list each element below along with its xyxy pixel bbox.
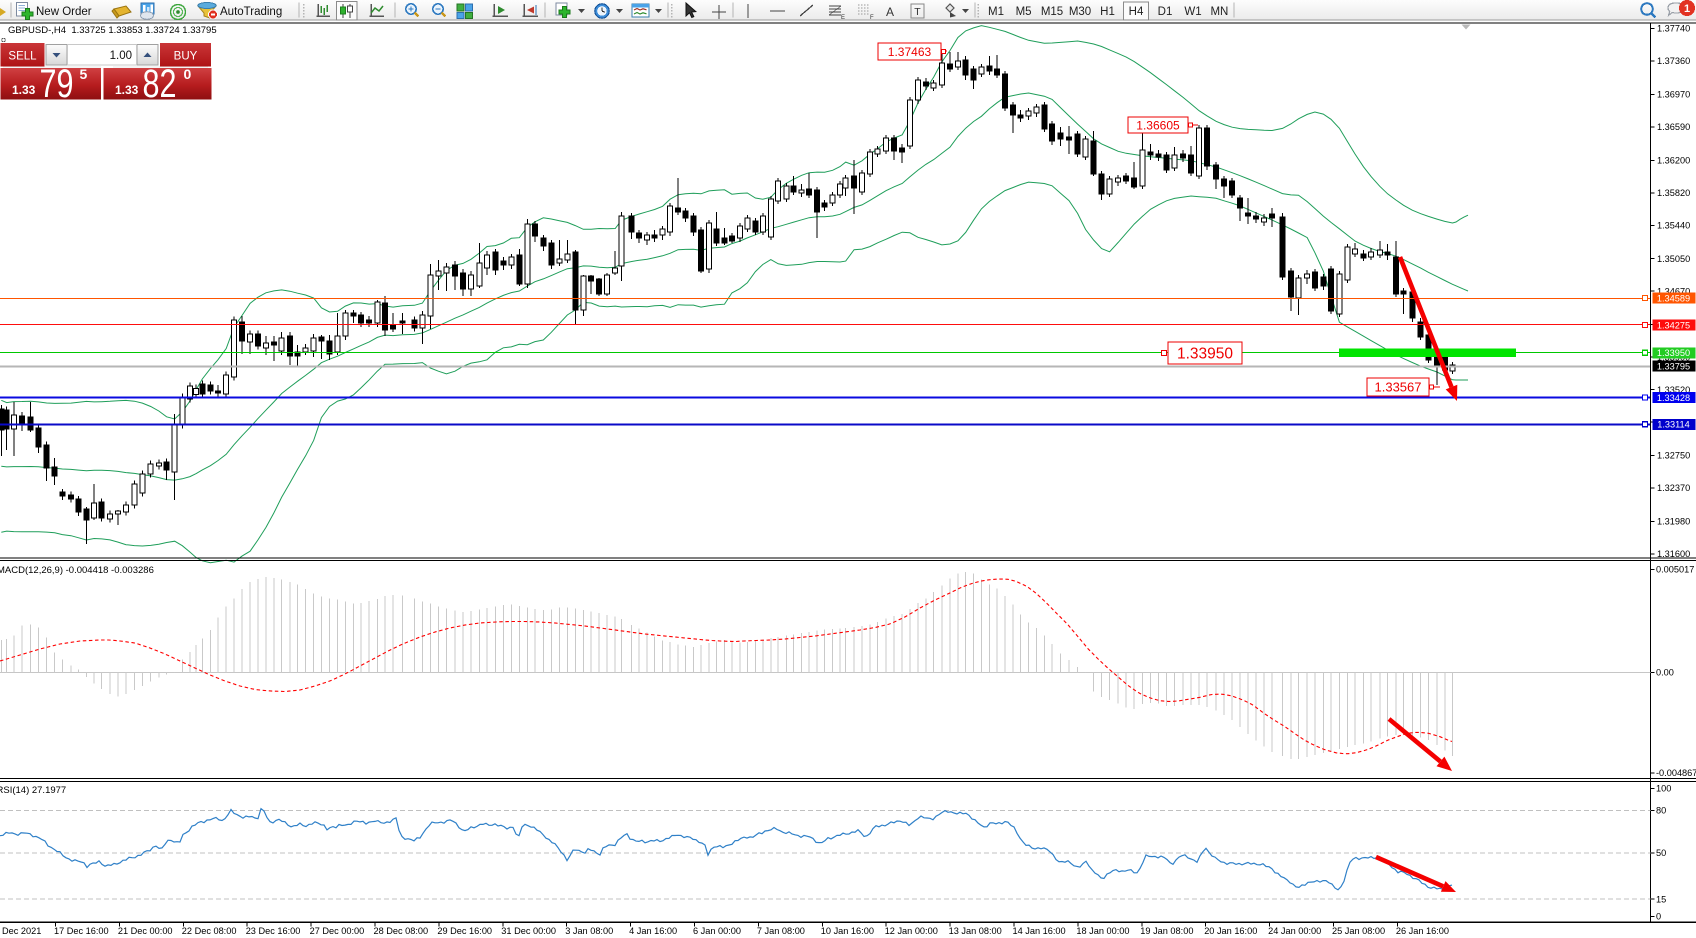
svg-text:Dec 2021: Dec 2021 <box>2 926 41 936</box>
svg-text:4 Jan 16:00: 4 Jan 16:00 <box>629 926 677 936</box>
svg-text:-0.004867: -0.004867 <box>1656 768 1696 778</box>
svg-text:1: 1 <box>1684 3 1690 15</box>
svg-text:17 Dec 16:00: 17 Dec 16:00 <box>54 926 109 936</box>
svg-text:A: A <box>886 5 894 19</box>
svg-text:5: 5 <box>80 66 88 82</box>
svg-text:1.33520: 1.33520 <box>1657 385 1690 395</box>
svg-text:50: 50 <box>1656 848 1666 858</box>
svg-text:MACD(12,26,9) -0.004418 -0.003: MACD(12,26,9) -0.004418 -0.003286 <box>0 565 154 576</box>
svg-text:E: E <box>841 15 845 21</box>
svg-text:13 Jan 08:00: 13 Jan 08:00 <box>949 926 1002 936</box>
svg-text:1.33950: 1.33950 <box>1177 346 1233 363</box>
svg-text:100: 100 <box>1656 784 1671 794</box>
svg-text:1.36590: 1.36590 <box>1657 122 1690 132</box>
svg-text:SELL: SELL <box>8 51 37 63</box>
svg-text:1.31600: 1.31600 <box>1657 549 1690 559</box>
svg-text:W1: W1 <box>1184 6 1201 18</box>
svg-text:28 Dec 08:00: 28 Dec 08:00 <box>374 926 429 936</box>
svg-text:19 Jan 08:00: 19 Jan 08:00 <box>1140 926 1193 936</box>
svg-text:21 Dec 00:00: 21 Dec 00:00 <box>118 926 173 936</box>
svg-text:M5: M5 <box>1016 6 1032 18</box>
svg-text:BUY: BUY <box>174 51 198 63</box>
svg-text:M1: M1 <box>988 6 1004 18</box>
svg-text:1.33567: 1.33567 <box>1375 380 1422 395</box>
svg-text:F: F <box>870 15 874 21</box>
svg-text:0.00: 0.00 <box>1656 668 1674 678</box>
svg-text:79: 79 <box>40 62 74 106</box>
svg-text:24 Jan 00:00: 24 Jan 00:00 <box>1268 926 1321 936</box>
svg-text:H1: H1 <box>1100 6 1115 18</box>
svg-text:1.37740: 1.37740 <box>1657 24 1690 34</box>
svg-text:22 Dec 08:00: 22 Dec 08:00 <box>182 926 237 936</box>
svg-text:0: 0 <box>184 66 192 82</box>
svg-text:29 Dec 16:00: 29 Dec 16:00 <box>437 926 492 936</box>
svg-text:1.36970: 1.36970 <box>1657 90 1690 100</box>
svg-text:RSI(14) 27.1977: RSI(14) 27.1977 <box>0 785 66 796</box>
svg-text:0.005017: 0.005017 <box>1656 565 1694 575</box>
svg-text:80: 80 <box>1656 806 1666 816</box>
svg-text:1.33950: 1.33950 <box>1657 348 1690 358</box>
svg-text:1.35050: 1.35050 <box>1657 254 1690 264</box>
svg-text:M30: M30 <box>1069 6 1091 18</box>
svg-text:1.36200: 1.36200 <box>1657 156 1690 166</box>
svg-text:10 Jan 16:00: 10 Jan 16:00 <box>821 926 874 936</box>
svg-text:27 Dec 00:00: 27 Dec 00:00 <box>310 926 365 936</box>
svg-text:T: T <box>914 6 921 18</box>
svg-text:7 Jan 08:00: 7 Jan 08:00 <box>757 926 805 936</box>
svg-text:1.34589: 1.34589 <box>1657 294 1690 304</box>
svg-text:14 Jan 16:00: 14 Jan 16:00 <box>1013 926 1066 936</box>
svg-text:6 Jan 00:00: 6 Jan 00:00 <box>693 926 741 936</box>
svg-text:1.31980: 1.31980 <box>1657 517 1690 527</box>
svg-text:1.33: 1.33 <box>12 83 36 97</box>
svg-text:1.37360: 1.37360 <box>1657 56 1690 66</box>
svg-text:12 Jan 00:00: 12 Jan 00:00 <box>885 926 938 936</box>
svg-text:1.33795: 1.33795 <box>1657 361 1690 371</box>
svg-text:1.33: 1.33 <box>115 83 139 97</box>
svg-text:18 Jan 00:00: 18 Jan 00:00 <box>1076 926 1129 936</box>
svg-text:15: 15 <box>1656 894 1666 904</box>
svg-text:1.00: 1.00 <box>110 50 132 62</box>
svg-text:H4: H4 <box>1129 6 1144 18</box>
svg-text:23 Dec 16:00: 23 Dec 16:00 <box>246 926 301 936</box>
svg-text:82: 82 <box>143 62 177 106</box>
svg-text:26 Jan 16:00: 26 Jan 16:00 <box>1396 926 1449 936</box>
svg-text:20 Jan 16:00: 20 Jan 16:00 <box>1204 926 1257 936</box>
svg-text:25 Jan 08:00: 25 Jan 08:00 <box>1332 926 1385 936</box>
svg-text:1.33114: 1.33114 <box>1657 420 1690 430</box>
svg-text:1.33428: 1.33428 <box>1657 393 1690 403</box>
svg-text:AutoTrading: AutoTrading <box>220 6 282 18</box>
svg-text:New Order: New Order <box>36 6 92 18</box>
svg-text:1.37463: 1.37463 <box>888 45 932 59</box>
svg-text:1.32370: 1.32370 <box>1657 483 1690 493</box>
svg-text:0: 0 <box>1656 912 1661 922</box>
svg-text:1.32750: 1.32750 <box>1657 451 1690 461</box>
svg-text:1.36605: 1.36605 <box>1136 118 1180 132</box>
svg-text:1.35440: 1.35440 <box>1657 221 1690 231</box>
svg-text:MN: MN <box>1210 6 1228 18</box>
svg-text:GBPUSD-,H4 1.33725 1.33853 1.: GBPUSD-,H4 1.33725 1.33853 1.33724 1.337… <box>8 25 217 36</box>
svg-text:31 Dec 00:00: 31 Dec 00:00 <box>501 926 556 936</box>
svg-text:1.34275: 1.34275 <box>1657 320 1690 330</box>
svg-text:D1: D1 <box>1158 6 1173 18</box>
svg-text:1.34670: 1.34670 <box>1657 286 1690 296</box>
svg-text:1.35820: 1.35820 <box>1657 188 1690 198</box>
svg-text:M15: M15 <box>1041 6 1063 18</box>
svg-text:3 Jan 08:00: 3 Jan 08:00 <box>565 926 613 936</box>
